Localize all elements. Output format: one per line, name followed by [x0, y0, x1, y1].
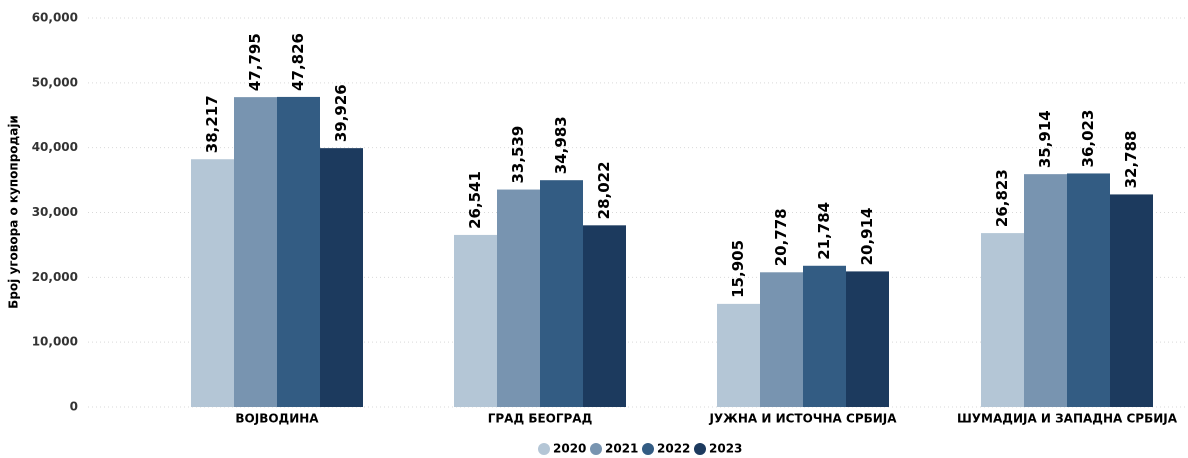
- bar: [1024, 174, 1067, 407]
- value-label: 20,914: [858, 208, 876, 266]
- bar: [846, 271, 889, 407]
- legend-label: 2022: [657, 442, 690, 456]
- value-label: 28,022: [595, 161, 613, 219]
- value-label: 36,023: [1079, 110, 1097, 168]
- value-label: 21,784: [815, 202, 833, 260]
- bar: [717, 303, 760, 407]
- legend-label: 2021: [605, 442, 638, 456]
- y-tick-label: 0: [70, 400, 78, 414]
- value-label: 47,826: [289, 33, 307, 91]
- value-label: 35,914: [1036, 110, 1054, 168]
- value-label: 47,795: [246, 33, 264, 91]
- bar: [1067, 173, 1110, 407]
- y-axis-title: Број уговора о купопродаји: [7, 115, 21, 309]
- value-label: 26,541: [466, 171, 484, 229]
- y-tick-label: 40,000: [32, 140, 78, 154]
- bar: [583, 225, 626, 407]
- value-label: 15,905: [729, 240, 747, 298]
- bar: [1110, 194, 1153, 407]
- value-label: 26,823: [993, 169, 1011, 227]
- bar: [234, 97, 277, 407]
- legend-label: 2020: [553, 442, 586, 456]
- y-tick-label: 10,000: [32, 335, 78, 349]
- bar: [760, 272, 803, 407]
- bar: [803, 265, 846, 407]
- y-tick-label: 50,000: [32, 75, 78, 89]
- value-label: 39,926: [332, 84, 350, 142]
- x-tick-label: ВОЈВОДИНА: [235, 412, 319, 426]
- bar: [277, 96, 320, 407]
- value-label: 38,217: [203, 95, 221, 153]
- y-tick-label: 30,000: [32, 205, 78, 219]
- bar: [191, 159, 234, 407]
- bar: [454, 234, 497, 407]
- y-tick-label: 20,000: [32, 270, 78, 284]
- legend-label: 2023: [709, 442, 742, 456]
- x-tick-label: ГРАД БЕОГРАД: [488, 412, 593, 426]
- x-tick-label: ЈУЖНА И ИСТОЧНА СРБИЈА: [708, 412, 897, 426]
- bar: [320, 148, 363, 408]
- value-label: 32,788: [1122, 131, 1140, 189]
- legend-swatch: [694, 443, 706, 455]
- legend-swatch: [538, 443, 550, 455]
- bar: [540, 180, 583, 407]
- legend-swatch: [590, 443, 602, 455]
- x-tick-label: ШУМАДИЈА И ЗАПАДНА СРБИЈА: [957, 412, 1178, 426]
- value-label: 20,778: [772, 208, 790, 266]
- value-label: 33,539: [509, 126, 527, 184]
- bar: [981, 233, 1024, 407]
- y-tick-label: 60,000: [32, 11, 78, 25]
- bar: [497, 189, 540, 407]
- legend-swatch: [642, 443, 654, 455]
- value-label: 34,983: [552, 116, 570, 174]
